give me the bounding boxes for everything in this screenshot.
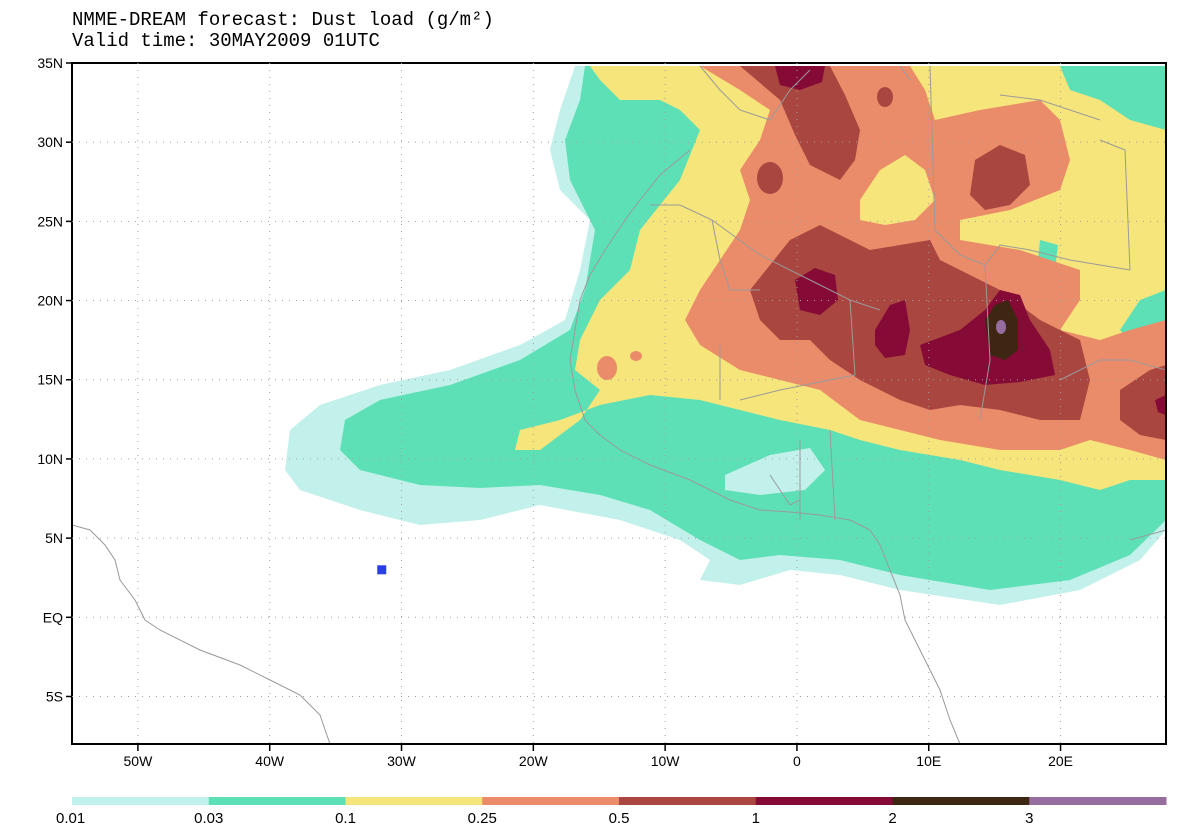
colorbar-swatch [1029, 797, 1167, 805]
map-frame [71, 62, 1167, 745]
colorbar-swatch [345, 797, 483, 805]
lat-tick-label: 15N [37, 372, 63, 388]
colorbar-swatch [892, 797, 1030, 805]
dust-level-3-region [996, 320, 1006, 334]
lon-tick-label: 0 [793, 753, 801, 769]
colorbar-swatch [208, 797, 346, 805]
mediterranean-coastline [699, 65, 1101, 121]
dust-level-0.5-region [970, 145, 1030, 210]
country-borders [650, 65, 1131, 521]
dust-level-0.03-patch [1060, 66, 1166, 130]
lon-tick-label: 30W [387, 753, 417, 769]
colorbar-label: 0.1 [335, 810, 356, 827]
dust-field [72, 65, 1166, 744]
longitude-axis: 50W 40W 30W 20W 10W 0 10E 20E [124, 744, 1073, 769]
colorbar-swatch [619, 797, 757, 805]
dust-level-0.25-patch [597, 356, 617, 380]
dust-level-1-region [775, 66, 825, 90]
lat-tick-label: 10N [37, 451, 63, 467]
colorbar-label: 2 [888, 810, 896, 827]
lon-tick-label: 40W [255, 753, 285, 769]
lat-tick-label: 35N [37, 55, 63, 71]
lon-tick-label: 20E [1048, 753, 1073, 769]
colorbar-label: 0.01 [56, 810, 85, 827]
location-marker [377, 565, 387, 575]
dust-level-1-region [1155, 395, 1166, 415]
dust-level-0.1-patch [860, 155, 935, 225]
south-america-coastline [72, 524, 331, 744]
map-title: NMME-DREAM forecast: Dust load (g/m²) [72, 9, 494, 31]
colorbar-label: 0.25 [468, 810, 497, 827]
lat-tick-label: 5N [45, 530, 63, 546]
lat-tick-label: 20N [37, 293, 63, 309]
lon-tick-label: 10W [651, 753, 681, 769]
lon-tick-label: 20W [519, 753, 549, 769]
colorbar-label: 0.03 [194, 810, 223, 827]
colorbar-swatch [72, 797, 210, 805]
dust-level-1-region [795, 268, 838, 315]
colorbar-label: 0.5 [609, 810, 630, 827]
lake-volta-outline [769, 474, 801, 506]
colorbar-label: 3 [1025, 810, 1033, 827]
dust-level-0.5-patch [757, 162, 783, 194]
lat-tick-label: 30N [37, 134, 63, 150]
lon-tick-label: 10E [916, 753, 941, 769]
lon-tick-label: 50W [124, 753, 154, 769]
dust-level-1-region [875, 300, 910, 358]
lat-tick-label: 5S [46, 688, 63, 704]
dust-level-0.5-region [1120, 365, 1166, 440]
coastlines [72, 65, 1166, 744]
valid-time-label: Valid time: 30MAY2009 01UTC [72, 30, 380, 52]
dust-level-0.25-patch [630, 351, 642, 361]
colorbar-label: 1 [752, 810, 760, 827]
dust-level-0.5-region [740, 66, 860, 180]
colorbar: 0.01 0.03 0.1 0.25 0.5 1 2 3 [56, 797, 1167, 827]
colorbar-swatch [482, 797, 620, 805]
africa-coastline [569, 149, 961, 744]
colorbar-swatch [755, 797, 893, 805]
lat-tick-label: 25N [37, 213, 63, 229]
dust-level-0.5-patch [877, 87, 893, 107]
latitude-axis: 35N 30N 25N 20N 15N 10N 5N EQ 5S [37, 55, 72, 704]
lat-tick-label: EQ [43, 609, 63, 625]
gridlines [72, 63, 1166, 744]
